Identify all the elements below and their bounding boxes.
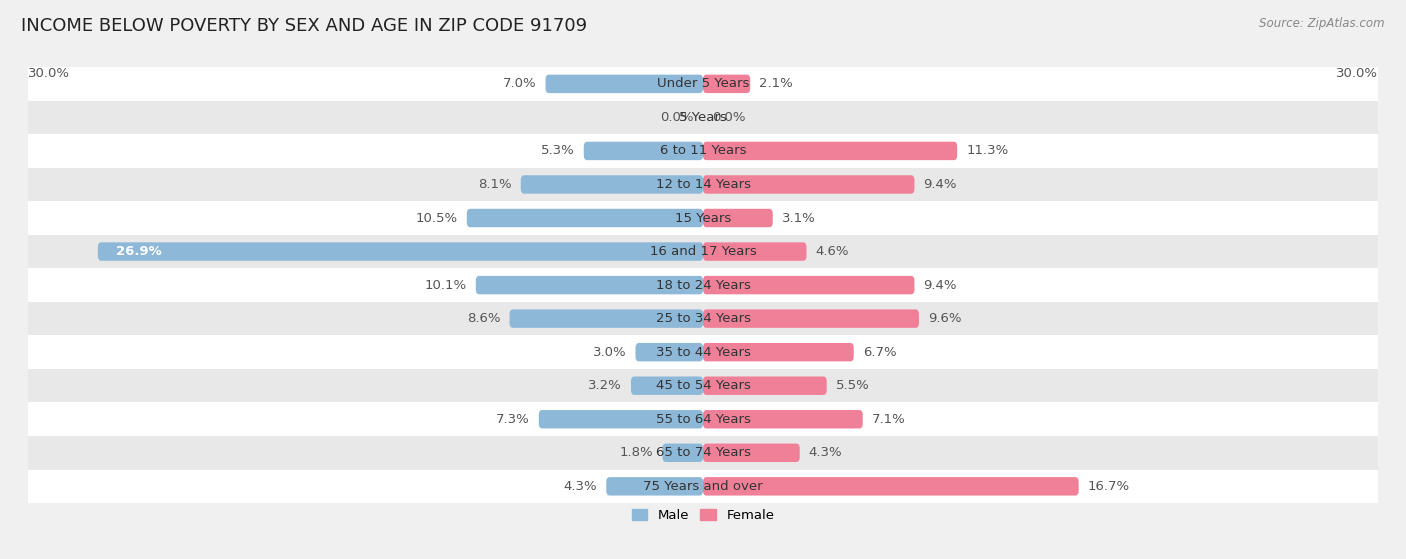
Text: 11.3%: 11.3% [966,144,1008,158]
Text: 35 to 44 Years: 35 to 44 Years [655,345,751,359]
Text: Source: ZipAtlas.com: Source: ZipAtlas.com [1260,17,1385,30]
Text: 30.0%: 30.0% [1336,67,1378,80]
FancyBboxPatch shape [475,276,703,294]
Bar [28,101,1378,134]
Text: 4.3%: 4.3% [564,480,598,493]
FancyBboxPatch shape [703,276,914,294]
FancyBboxPatch shape [509,310,703,328]
FancyBboxPatch shape [98,243,703,260]
Text: 9.4%: 9.4% [924,178,957,191]
Text: 3.0%: 3.0% [593,345,627,359]
Text: 10.1%: 10.1% [425,278,467,292]
Text: 0.0%: 0.0% [661,111,695,124]
FancyBboxPatch shape [606,477,703,496]
FancyBboxPatch shape [583,142,703,160]
FancyBboxPatch shape [703,142,957,160]
Text: INCOME BELOW POVERTY BY SEX AND AGE IN ZIP CODE 91709: INCOME BELOW POVERTY BY SEX AND AGE IN Z… [21,17,588,35]
Bar [28,470,1378,503]
FancyBboxPatch shape [703,74,751,93]
Text: Under 5 Years: Under 5 Years [657,77,749,91]
Text: 9.4%: 9.4% [924,278,957,292]
FancyBboxPatch shape [703,477,1078,496]
Text: 7.0%: 7.0% [503,77,537,91]
FancyBboxPatch shape [703,377,827,395]
Text: 3.2%: 3.2% [588,379,621,392]
Text: 6.7%: 6.7% [863,345,897,359]
FancyBboxPatch shape [703,243,807,260]
Text: 55 to 64 Years: 55 to 64 Years [655,413,751,426]
FancyBboxPatch shape [703,444,800,462]
Text: 8.6%: 8.6% [467,312,501,325]
Text: 12 to 14 Years: 12 to 14 Years [655,178,751,191]
FancyBboxPatch shape [520,175,703,193]
Text: 5.5%: 5.5% [835,379,869,392]
FancyBboxPatch shape [703,175,914,193]
Text: 15 Years: 15 Years [675,211,731,225]
Text: 0.0%: 0.0% [711,111,745,124]
Text: 8.1%: 8.1% [478,178,512,191]
FancyBboxPatch shape [467,209,703,227]
FancyBboxPatch shape [703,410,863,429]
FancyBboxPatch shape [703,209,773,227]
FancyBboxPatch shape [631,377,703,395]
Text: 30.0%: 30.0% [28,67,70,80]
Text: 7.3%: 7.3% [496,413,530,426]
Text: 5 Years: 5 Years [679,111,727,124]
Text: 75 Years and over: 75 Years and over [643,480,763,493]
FancyBboxPatch shape [636,343,703,362]
Bar [28,134,1378,168]
Text: 65 to 74 Years: 65 to 74 Years [655,446,751,459]
Text: 2.1%: 2.1% [759,77,793,91]
Text: 9.6%: 9.6% [928,312,962,325]
FancyBboxPatch shape [703,310,920,328]
Bar [28,369,1378,402]
Text: 10.5%: 10.5% [416,211,458,225]
Bar [28,335,1378,369]
Text: 18 to 24 Years: 18 to 24 Years [655,278,751,292]
Text: 6 to 11 Years: 6 to 11 Years [659,144,747,158]
Bar [28,402,1378,436]
Bar [28,268,1378,302]
Bar [28,235,1378,268]
Bar [28,168,1378,201]
FancyBboxPatch shape [703,343,853,362]
FancyBboxPatch shape [662,444,703,462]
Text: 25 to 34 Years: 25 to 34 Years [655,312,751,325]
Text: 7.1%: 7.1% [872,413,905,426]
Text: 4.6%: 4.6% [815,245,849,258]
Text: 45 to 54 Years: 45 to 54 Years [655,379,751,392]
Text: 16.7%: 16.7% [1088,480,1130,493]
Bar [28,436,1378,470]
Bar [28,67,1378,101]
FancyBboxPatch shape [546,74,703,93]
Legend: Male, Female: Male, Female [626,504,780,527]
Text: 3.1%: 3.1% [782,211,815,225]
Text: 26.9%: 26.9% [115,245,162,258]
Text: 5.3%: 5.3% [541,144,575,158]
FancyBboxPatch shape [538,410,703,429]
Text: 1.8%: 1.8% [620,446,654,459]
Bar [28,201,1378,235]
Text: 16 and 17 Years: 16 and 17 Years [650,245,756,258]
Text: 4.3%: 4.3% [808,446,842,459]
Bar [28,302,1378,335]
